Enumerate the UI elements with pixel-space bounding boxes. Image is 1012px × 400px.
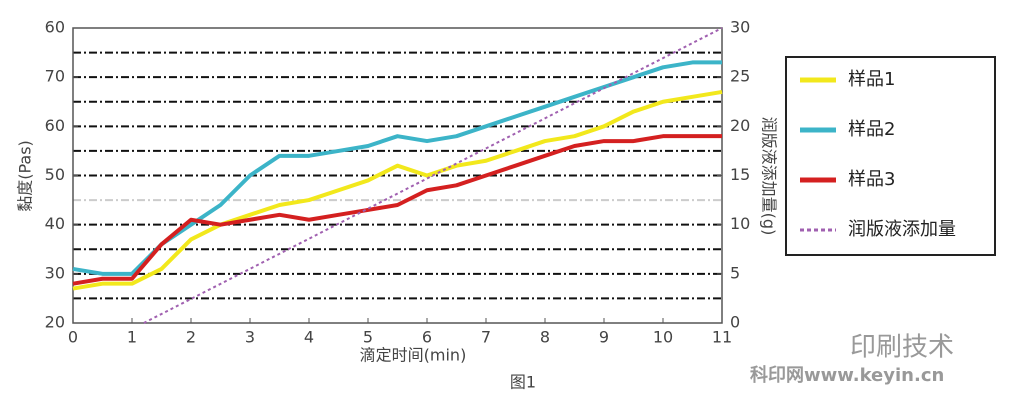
- x-tick-label: 3: [245, 328, 255, 347]
- y2-tick-label: 15: [730, 165, 750, 184]
- y-tick-label: 30: [45, 263, 65, 282]
- legend-label: 样品3: [848, 169, 895, 190]
- y-axis-label: 黏度(Pas): [16, 140, 35, 212]
- y-tick-label: 70: [45, 67, 65, 86]
- x-tick-label: 4: [304, 328, 314, 347]
- y2-tick-label: 0: [730, 313, 740, 332]
- y2-tick-label: 5: [730, 263, 740, 282]
- caption: 图1: [510, 373, 536, 392]
- x-tick-label: 6: [422, 328, 432, 347]
- series-line: [72, 89, 723, 291]
- y-tick-label: 50: [45, 165, 65, 184]
- x-tick-label: 8: [540, 328, 550, 347]
- y2-tick-label: 30: [730, 18, 750, 37]
- y2-tick-label: 20: [730, 116, 750, 135]
- y2-tick-label: 10: [730, 214, 750, 233]
- x-tick-label: 5: [363, 328, 373, 347]
- y-tick-label: 60: [45, 116, 65, 135]
- y-tick-label: 20: [45, 313, 65, 332]
- legend-box: [785, 56, 996, 256]
- legend-label: 润版液添加量: [848, 219, 956, 240]
- x-tick-label: 7: [481, 328, 491, 347]
- x-tick-label: 9: [599, 328, 609, 347]
- x-tick-label: 0: [68, 328, 78, 347]
- series-line: [143, 27, 723, 324]
- y-tick-label: 60: [45, 18, 65, 37]
- x-tick-label: 10: [653, 328, 673, 347]
- y2-tick-label: 25: [730, 67, 750, 86]
- legend-label: 样品1: [848, 69, 895, 90]
- x-tick-label: 1: [127, 328, 137, 347]
- series-line: [72, 60, 722, 276]
- watermark: 印刷技术: [850, 333, 954, 363]
- legend-label: 样品2: [848, 119, 895, 140]
- series-line: [72, 134, 722, 286]
- x-axis-label: 滴定时间(min): [360, 346, 467, 365]
- y-tick-label: 40: [45, 214, 65, 233]
- watermark: 科印网www.keyin.cn: [750, 364, 944, 386]
- y2-axis-label: 润版液添加量(g): [760, 117, 779, 236]
- x-tick-label: 2: [186, 328, 196, 347]
- x-tick-label: 11: [712, 328, 732, 347]
